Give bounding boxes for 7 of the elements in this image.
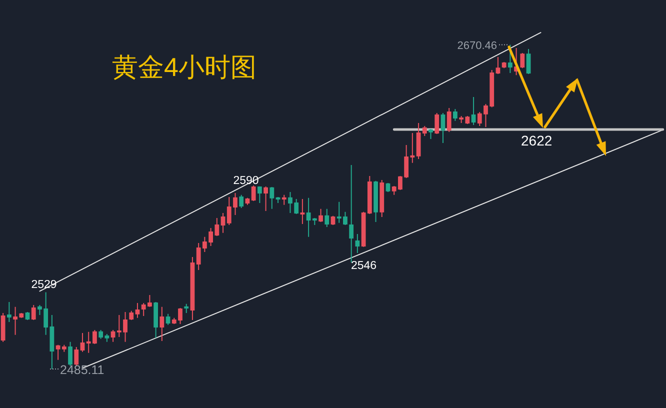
series-label: 2622 [521, 132, 552, 148]
chart-title: 黄金4小时图 [112, 52, 256, 82]
annotation: 2670.46 [457, 40, 508, 52]
annotation: 2670.46 [457, 40, 497, 52]
annotation: 2485.11 [60, 363, 104, 377]
annotation: 2546 [351, 260, 377, 272]
annotation: 2485.11 [50, 363, 104, 377]
